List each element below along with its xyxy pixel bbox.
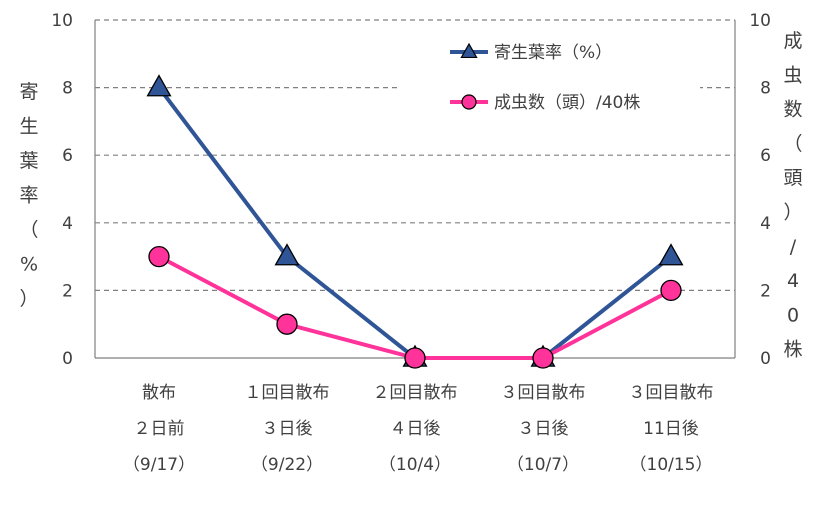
left-axis-label-char: 寄 <box>19 81 38 103</box>
legend-marker-triangle <box>460 42 478 59</box>
category-label: ３日後 <box>518 419 569 439</box>
data-point-triangle <box>146 74 172 97</box>
data-point-circle <box>532 347 554 369</box>
right-axis-label: 成虫数 （ 頭 ） / 4 0 株 <box>783 30 802 361</box>
left-axis-label-char: % <box>20 254 38 276</box>
category-label: ３回目散布 <box>501 383 586 403</box>
left-tick-label: 2 <box>62 281 73 301</box>
right-axis-label-char: ） <box>783 202 802 224</box>
legend: 寄生葉率（%） 成虫数（頭）/40株 <box>400 30 700 130</box>
legend-label-1: 寄生葉率（%） <box>494 43 612 63</box>
category-label: （9/22） <box>251 455 323 475</box>
category-label: ３回目散布 <box>629 383 714 403</box>
left-tick-label: 10 <box>51 11 73 31</box>
right-axis-label-char: 頭 <box>783 167 802 189</box>
right-axis-label-char: 数 <box>783 99 802 121</box>
category-label: 散布 <box>142 383 176 403</box>
left-tick-label: 6 <box>62 146 73 166</box>
left-axis-label-char: 率 <box>19 185 38 207</box>
right-axis-label-char: 4 <box>787 270 799 292</box>
data-point-circle <box>276 313 298 335</box>
right-tick-label: 6 <box>760 146 771 166</box>
right-tick-label: 0 <box>760 349 771 369</box>
right-axis-label-char: 株 <box>783 339 802 361</box>
right-tick-label: 2 <box>760 281 771 301</box>
category-labels: 散布 ２日前 （9/17） １回目散布 ３日後 （9/22） ２回目散布 ４日後 （10/4） ３… <box>123 383 714 475</box>
right-axis-label-char: 虫 <box>783 64 802 86</box>
series-layer <box>146 74 684 369</box>
right-tick-label: 4 <box>760 214 771 234</box>
left-axis-label-char: （ <box>19 219 38 241</box>
data-point-circle <box>404 347 426 369</box>
data-point-triangle <box>274 243 300 266</box>
left-tick-label: 0 <box>62 349 73 369</box>
legend-marker-circle <box>461 94 477 110</box>
category-label: （10/7） <box>507 455 579 475</box>
left-axis-label-char: ） <box>19 288 38 310</box>
right-tick-label: 8 <box>760 79 771 99</box>
data-point-circle <box>660 279 682 302</box>
right-axis-label-char: 0 <box>787 304 799 326</box>
series-line-2 <box>158 254 672 360</box>
category-label: （10/15） <box>630 455 713 475</box>
data-point-triangle <box>658 243 684 266</box>
left-axis-label: 寄生葉率 （% ） <box>19 81 38 310</box>
right-axis-label-char: 成 <box>783 30 802 52</box>
left-axis-ticks: 0 2 4 6 8 10 <box>51 11 73 369</box>
left-tick-label: 8 <box>62 79 73 99</box>
legend-background <box>400 30 700 130</box>
left-axis-label-char: 葉 <box>19 150 38 172</box>
right-axis-label-char: / <box>790 236 797 258</box>
left-tick-label: 4 <box>62 214 73 234</box>
category-label: （9/17） <box>123 455 195 475</box>
category-label: ２日前 <box>134 419 185 439</box>
right-tick-label: 10 <box>749 11 771 31</box>
legend-label-2: 成虫数（頭）/40株 <box>494 93 640 113</box>
data-point-circle <box>148 245 170 268</box>
category-label: ４日後 <box>390 419 441 439</box>
category-label: 11日後 <box>643 419 699 439</box>
right-axis-ticks: 0 2 4 6 8 10 <box>749 11 771 369</box>
category-label: ３日後 <box>262 419 313 439</box>
left-axis-label-char: 生 <box>19 116 38 138</box>
right-axis-label-char: （ <box>783 133 802 155</box>
category-label: ２回目散布 <box>373 383 458 403</box>
category-label: １回目散布 <box>245 383 330 403</box>
category-label: （10/4） <box>379 455 451 475</box>
